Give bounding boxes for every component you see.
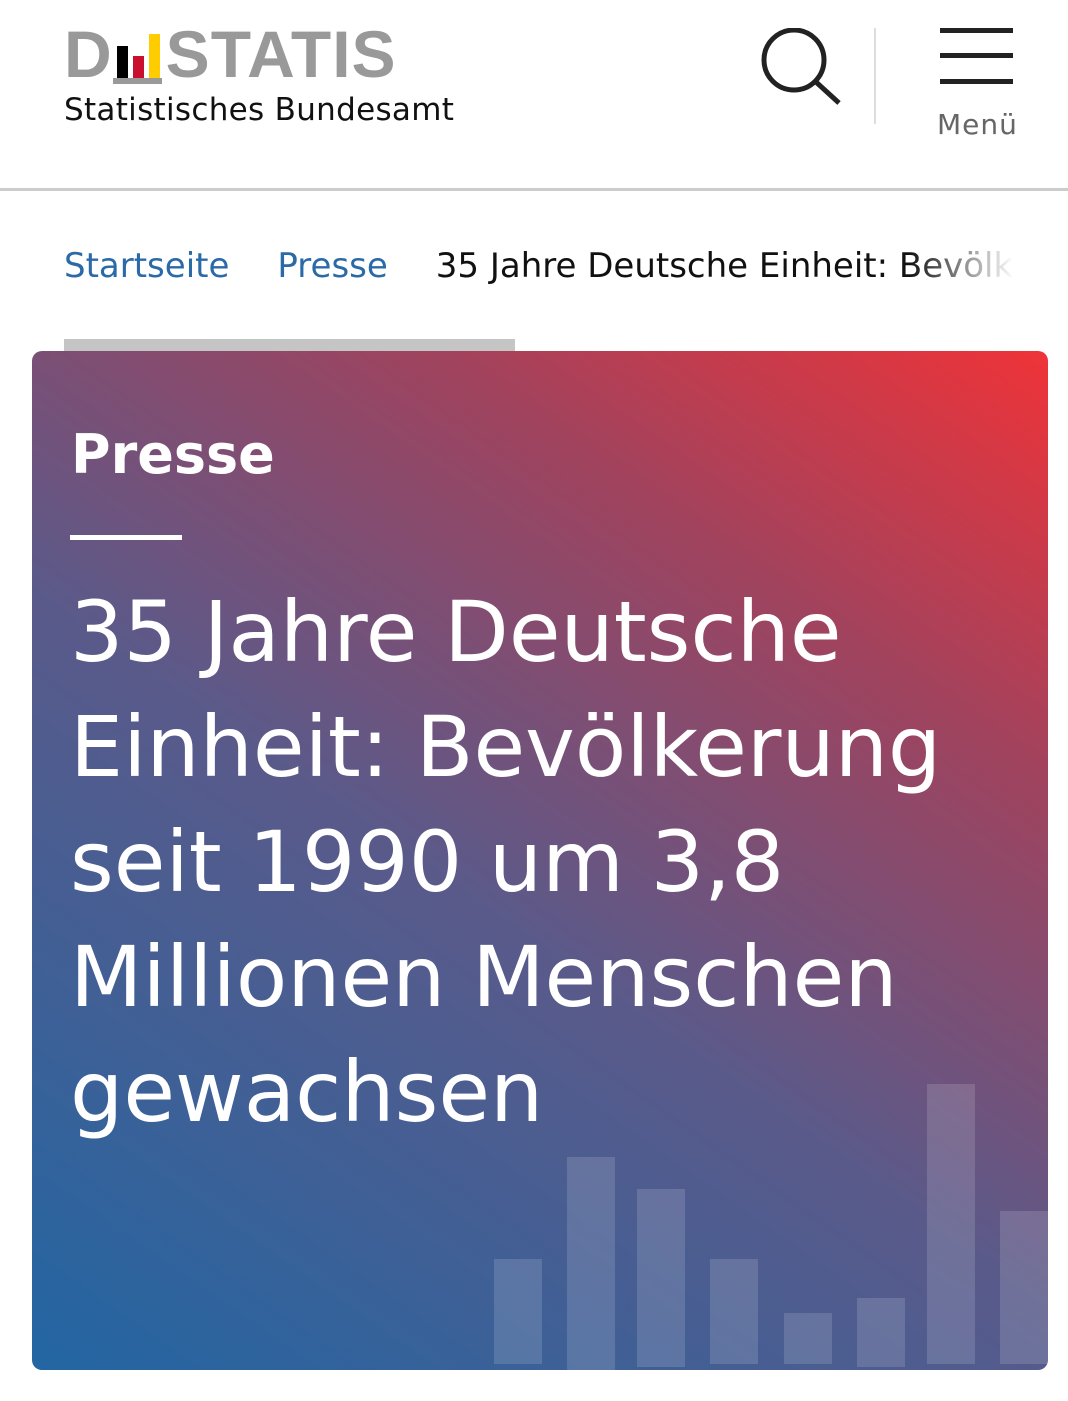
logo-wordmark: D STATIS <box>64 17 397 91</box>
menu-icon-line <box>940 53 1013 58</box>
decor-bar <box>784 1313 832 1364</box>
hero-rule <box>70 535 182 540</box>
breadcrumb-startseite[interactable]: Startseite <box>64 246 230 286</box>
decor-bar <box>710 1259 758 1364</box>
hero-title: 35 Jahre Deutsche Einheit: Bevölkerung s… <box>70 583 942 1141</box>
site-header: D STATIS Statistisches Bundesamt Menü <box>0 0 1068 191</box>
search-button[interactable] <box>760 27 842 106</box>
decor-bar <box>1000 1211 1048 1364</box>
decor-bar <box>857 1298 905 1367</box>
breadcrumb: Startseite Presse 35 Jahre Deutsche Einh… <box>64 246 1024 286</box>
menu-icon-line <box>940 79 1013 84</box>
decor-bar <box>567 1157 615 1370</box>
search-icon <box>761 27 841 105</box>
decor-bar <box>494 1259 542 1364</box>
flag-bars-icon <box>112 32 162 84</box>
header-divider <box>874 28 876 124</box>
hero-kicker: Presse <box>71 423 275 486</box>
menu-label: Menü <box>937 108 1018 141</box>
logo-subtitle: Statistisches Bundesamt <box>64 92 455 128</box>
menu-button[interactable]: Menü <box>935 26 1021 146</box>
breadcrumb-presse[interactable]: Presse <box>277 246 388 286</box>
menu-icon-line <box>940 28 1013 33</box>
breadcrumb-current: 35 Jahre Deutsche Einheit: Bevölkerung s… <box>435 246 1024 286</box>
decor-bar <box>637 1189 685 1367</box>
destatis-logo[interactable]: D STATIS Statistisches Bundesamt <box>64 17 455 128</box>
hero-card: Presse 35 Jahre Deutsche Einheit: Bevölk… <box>32 351 1048 1370</box>
section-tab-indicator <box>64 339 515 353</box>
decor-bar <box>927 1084 975 1364</box>
